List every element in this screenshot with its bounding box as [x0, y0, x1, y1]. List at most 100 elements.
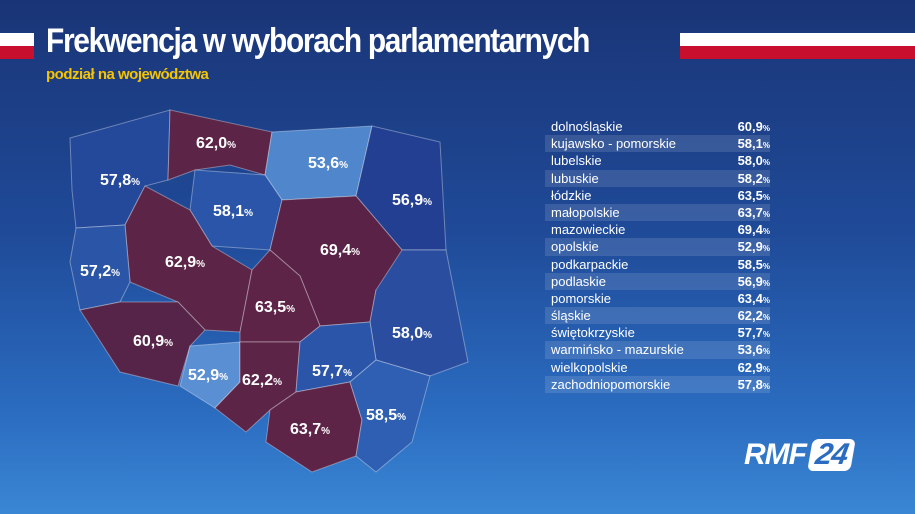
region-dolnoslaskie: [79, 301, 206, 387]
percent-sign: %: [423, 197, 432, 208]
region-label-podlaskie: 56,9%: [392, 192, 432, 209]
table-row: warmińsko - mazurskie 53,6%: [545, 341, 770, 359]
table-row: podlaskie 56,9%: [545, 272, 770, 290]
region-value: 58,0%: [737, 153, 770, 169]
region-name: zachodniopomorskie: [551, 376, 671, 392]
percent-sign: %: [762, 209, 770, 219]
table-row: lubelskie 58,0%: [545, 152, 770, 169]
region-label-kujawsko-pomorskie: 58,1%: [213, 203, 253, 220]
region-value: 62,9%: [737, 359, 770, 375]
region-name: opolskie: [551, 239, 599, 255]
percent-sign: %: [762, 313, 770, 323]
region-label-pomorskie: 62,0%: [196, 135, 236, 152]
percent-sign: %: [762, 381, 770, 391]
percent-sign: %: [762, 278, 770, 288]
percent-sign: %: [273, 377, 282, 388]
region-name: wielkopolskie: [551, 359, 628, 375]
region-value: 52,9%: [737, 239, 770, 255]
region-name: lubelskie: [551, 153, 602, 169]
percent-sign: %: [762, 295, 770, 305]
region-value: 62,0: [196, 135, 227, 152]
logo-box: 24: [807, 438, 857, 471]
page-subtitle: podział na województwa: [46, 66, 209, 83]
table-row: podkarpackie 58,5%: [545, 256, 770, 273]
region-label-mazowieckie: 69,4%: [320, 242, 360, 259]
region-name: świętokrzyskie: [551, 325, 635, 341]
region-podkarpackie: [349, 359, 431, 473]
table-row: świętokrzyskie 57,7%: [545, 324, 770, 341]
region-value: 58,1%: [737, 136, 770, 152]
region-value: 62,2: [242, 372, 273, 389]
region-name: kujawsko - pomorskie: [551, 136, 676, 152]
turnout-table: dolnośląskie 60,9% kujawsko - pomorskie 5…: [545, 118, 770, 393]
percent-sign: %: [762, 227, 770, 237]
page-title: Frekwencja w wyborach parlamentarnych: [46, 22, 590, 60]
region-name: lubuskie: [551, 170, 599, 186]
region-value: 53,6%: [737, 342, 770, 358]
percent-sign: %: [164, 338, 173, 349]
region-label-zachodniopomorskie: 57,8%: [100, 172, 140, 189]
region-value: 52,9: [188, 367, 219, 384]
region-value: 58,5: [366, 407, 397, 424]
table-row: opolskie 52,9%: [545, 238, 770, 256]
region-label-wielkopolskie: 62,9%: [165, 254, 205, 271]
region-value: 63,7%: [737, 204, 770, 220]
region-value: 57,2: [80, 263, 111, 280]
percent-sign: %: [111, 268, 120, 279]
region-malopolskie: [265, 381, 363, 473]
percent-sign: %: [762, 124, 770, 133]
rmf24-logo: RMF 24: [744, 438, 857, 472]
region-value: 60,9%: [737, 119, 770, 134]
region-name: dolnośląskie: [551, 119, 623, 134]
percent-sign: %: [762, 158, 770, 168]
table-row: śląskie 62,2%: [545, 307, 770, 325]
region-name: pomorskie: [551, 290, 611, 306]
region-value: 58,0: [392, 325, 423, 342]
region-value: 57,8%: [737, 376, 770, 392]
flag-left: [0, 33, 34, 59]
region-label-lubuskie: 57,2%: [80, 263, 120, 280]
region-value: 69,4%: [737, 222, 770, 238]
percent-sign: %: [762, 364, 770, 374]
region-name: podlaskie: [551, 273, 606, 289]
table-row: zachodniopomorskie 57,8%: [545, 375, 770, 393]
table-row: wielkopolskie 62,9%: [545, 359, 770, 376]
region-name: śląskie: [551, 308, 591, 324]
percent-sign: %: [762, 141, 770, 151]
table-row: dolnośląskie 60,9%: [545, 118, 770, 135]
percent-sign: %: [423, 330, 432, 341]
region-value: 62,2%: [737, 308, 770, 324]
percent-sign: %: [397, 412, 406, 423]
region-label-dolnoslaskie: 60,9%: [133, 333, 173, 350]
percent-sign: %: [762, 175, 770, 185]
table-row: mazowieckie 69,4%: [545, 221, 770, 238]
percent-sign: %: [286, 304, 295, 315]
percent-sign: %: [321, 426, 330, 437]
region-label-lodzkie: 63,5%: [255, 299, 295, 316]
region-label-malopolskie: 63,7%: [290, 421, 330, 438]
region-value: 57,8: [100, 172, 131, 189]
percent-sign: %: [131, 177, 140, 188]
percent-sign: %: [227, 140, 236, 151]
region-name: łódzkie: [551, 187, 592, 203]
percent-sign: %: [762, 330, 770, 340]
percent-sign: %: [343, 368, 352, 379]
region-value: 62,9: [165, 254, 196, 271]
percent-sign: %: [219, 372, 228, 383]
table-row: kujawsko - pomorskie 58,1%: [545, 135, 770, 153]
region-label-podkarpackie: 58,5%: [366, 407, 406, 424]
region-value: 57,7: [312, 363, 343, 380]
logo-text: RMF: [744, 438, 807, 471]
region-label-opolskie: 52,9%: [188, 367, 228, 384]
flag-right: [680, 33, 915, 59]
region-value: 63,5: [255, 299, 286, 316]
percent-sign: %: [762, 244, 770, 254]
region-value: 58,5%: [737, 256, 770, 272]
table-row: lubuskie 58,2%: [545, 169, 770, 187]
region-value: 53,6: [308, 155, 339, 172]
region-value: 63,5%: [737, 187, 770, 203]
region-value: 57,7%: [737, 325, 770, 341]
percent-sign: %: [244, 208, 253, 219]
percent-sign: %: [762, 192, 770, 202]
